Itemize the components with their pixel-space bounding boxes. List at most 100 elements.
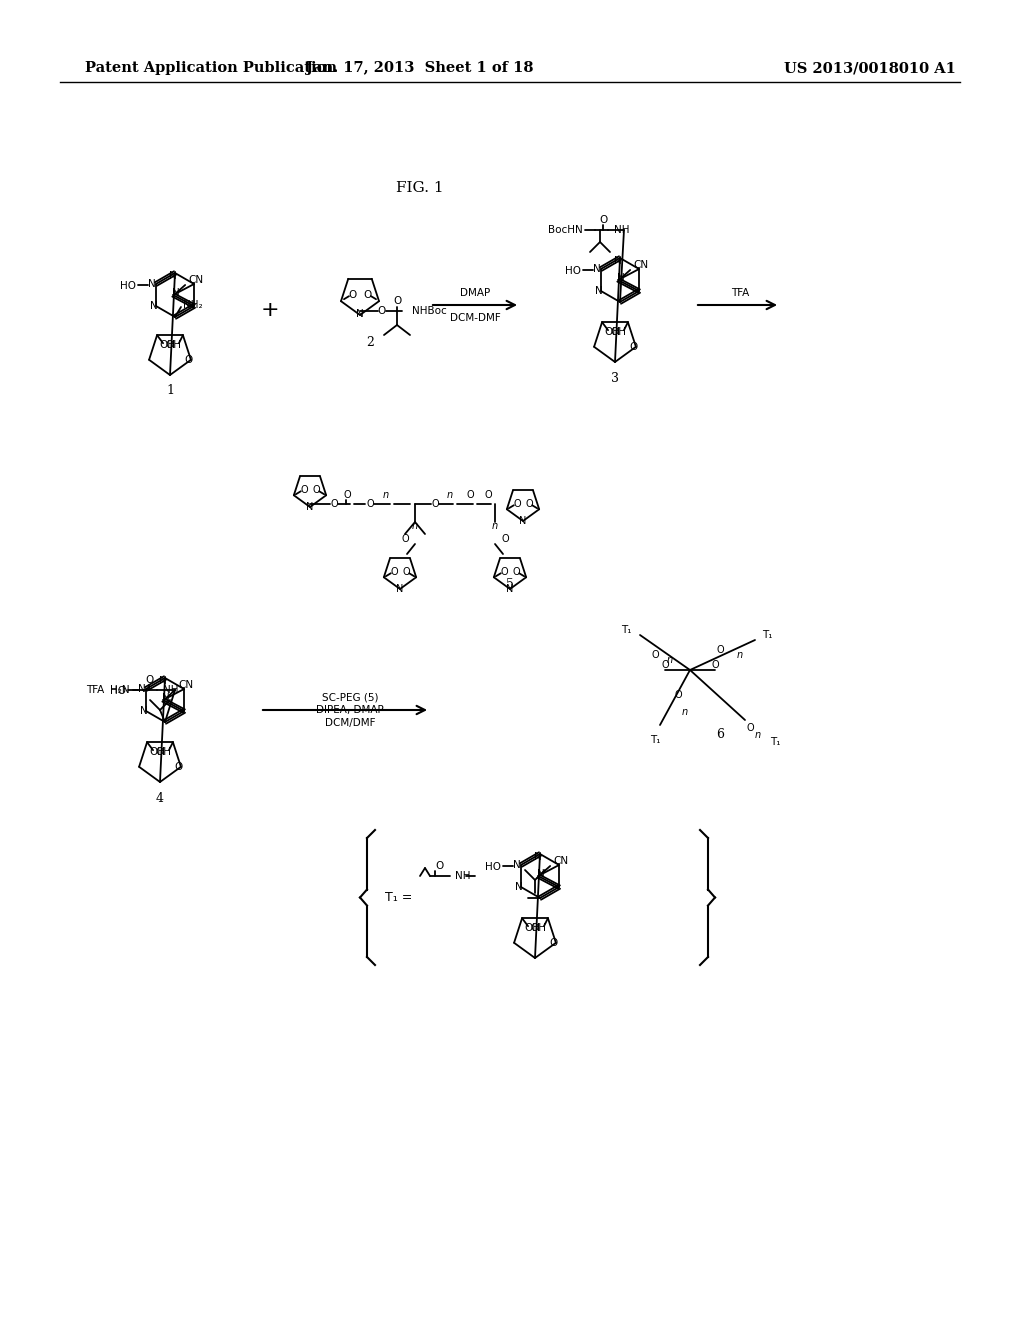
Text: n: n [383,490,389,500]
Text: N: N [513,861,521,870]
Text: Jan. 17, 2013  Sheet 1 of 18: Jan. 17, 2013 Sheet 1 of 18 [306,61,534,75]
Text: 2: 2 [366,337,374,350]
Text: N: N [595,286,603,296]
Text: OH: OH [155,747,171,758]
Text: 5: 5 [506,578,514,591]
Text: N: N [162,693,170,704]
Text: O: O [525,499,532,510]
Text: OH: OH [148,747,165,758]
Text: O: O [330,499,338,510]
Text: O: O [184,355,194,364]
Text: HO: HO [485,862,501,873]
Text: BocHN: BocHN [548,224,583,235]
Text: O: O [312,486,319,495]
Text: O: O [378,306,386,315]
Text: DCM-DMF: DCM-DMF [450,313,501,323]
Text: CN: CN [188,275,204,285]
Text: N: N [519,516,526,525]
Text: N: N [617,273,625,282]
Text: HO: HO [120,281,136,290]
Text: 4: 4 [156,792,164,804]
Text: NH₂: NH₂ [183,300,203,310]
Text: N: N [535,851,542,862]
Text: O: O [716,645,724,655]
Text: TFA: TFA [86,685,104,696]
Text: O: O [436,861,444,871]
Text: Patent Application Publication: Patent Application Publication [85,61,337,75]
Text: O: O [431,499,439,510]
Text: N: N [151,301,158,312]
Text: NH: NH [614,224,630,235]
Text: FIG. 1: FIG. 1 [396,181,443,195]
Text: O: O [175,762,183,772]
Text: N: N [172,288,180,298]
Text: DCM/DMF: DCM/DMF [325,718,375,729]
Text: O: O [484,490,492,500]
Text: N: N [140,706,147,715]
Text: CN: CN [553,855,568,866]
Text: O: O [145,675,155,685]
Text: O: O [674,690,682,700]
Text: T₁: T₁ [650,735,660,744]
Text: O: O [394,296,402,306]
Text: N: N [593,264,601,275]
Text: O: O [362,290,371,300]
Text: SC-PEG (5): SC-PEG (5) [322,692,378,702]
Text: 1: 1 [166,384,174,397]
Text: T₁: T₁ [762,630,772,640]
Text: O: O [500,568,508,577]
Text: O: O [501,535,509,544]
Text: O: O [651,649,658,660]
Text: T₁: T₁ [622,624,632,635]
Text: NH: NH [163,685,178,696]
Text: N: N [138,684,145,694]
Text: N: N [159,676,167,686]
Text: CN: CN [178,680,194,690]
Text: n: n [755,730,761,741]
Text: O: O [349,290,357,300]
Text: N: N [396,583,403,594]
Text: O: O [466,490,474,500]
Text: +: + [261,300,280,319]
Text: H₂N: H₂N [111,685,130,696]
Text: T₁: T₁ [770,737,780,747]
Text: HO: HO [110,686,126,696]
Text: O: O [390,568,397,577]
Text: n: n [492,521,498,531]
Text: N: N [515,882,523,892]
Text: OH: OH [604,327,620,337]
Text: N: N [148,279,156,289]
Text: N: N [614,256,622,267]
Text: O: O [512,568,520,577]
Text: OH: OH [530,923,546,933]
Text: 6: 6 [716,729,724,742]
Text: O: O [343,490,351,500]
Text: n: n [682,708,688,717]
Text: N: N [306,502,313,512]
Text: T₁ =: T₁ = [385,891,413,904]
Text: DIPEA, DMAP: DIPEA, DMAP [316,705,384,715]
Text: n: n [667,655,673,665]
Text: O: O [600,215,608,224]
Text: HO: HO [565,267,581,276]
Text: O: O [746,723,754,733]
Text: n: n [737,649,743,660]
Text: OH: OH [159,341,175,350]
Text: OH: OH [524,923,540,933]
Text: CN: CN [633,260,648,271]
Text: 3: 3 [611,371,618,384]
Text: O: O [662,660,669,671]
Text: O: O [402,568,410,577]
Text: O: O [513,499,520,510]
Text: N: N [356,309,364,319]
Text: n: n [412,521,418,531]
Text: N: N [506,583,514,594]
Text: OH: OH [165,341,181,350]
Text: O: O [300,486,307,495]
Text: TFA: TFA [731,288,750,298]
Text: NH: NH [455,871,470,880]
Text: DMAP: DMAP [460,288,490,298]
Text: N: N [538,869,545,879]
Text: NHBoc: NHBoc [412,306,446,315]
Text: O: O [712,660,719,671]
